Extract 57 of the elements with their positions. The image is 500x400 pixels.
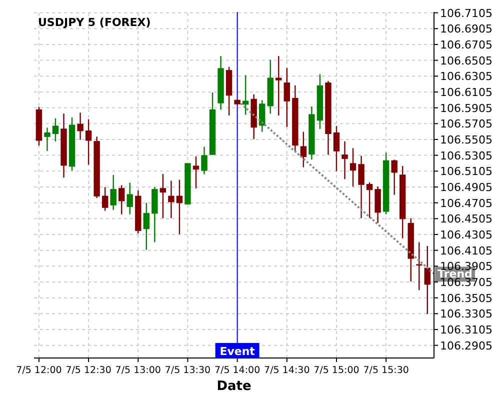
y-tick-label: 106.4105	[440, 244, 492, 258]
y-tick-label: 106.5305	[440, 149, 492, 162]
candlestick	[201, 146, 208, 175]
x-tick-label: 7/5 12:00	[16, 365, 62, 376]
candlestick	[374, 186, 381, 224]
y-tick-label: 106.5505	[440, 133, 492, 146]
y-tick-label: 106.3105	[440, 323, 492, 336]
candlestick	[259, 100, 266, 132]
x-tick-label: 7/5 15:00	[314, 365, 360, 376]
y-tick-label: 106.7105	[440, 6, 492, 20]
candlestick	[102, 186, 108, 212]
candlestick	[391, 159, 398, 196]
y-tick-label: 106.2905	[440, 339, 492, 352]
candlestick	[284, 67, 290, 128]
y-tick-label: 106.5705	[440, 118, 492, 131]
y-tick-label: 106.5105	[440, 165, 492, 178]
candlestick	[118, 184, 125, 215]
candlestick	[276, 55, 282, 116]
candlestick	[85, 118, 92, 166]
candlestick	[424, 245, 430, 315]
candlestick	[300, 131, 307, 168]
candlestick	[192, 156, 200, 190]
candlestick	[52, 118, 59, 142]
y-tick-label: 106.6305	[440, 70, 492, 84]
y-tick-label: 106.4305	[440, 228, 492, 242]
x-tick-label: 7/5 13:30	[164, 365, 211, 376]
y-tick-label: 106.3505	[440, 292, 492, 305]
y-tick-label: 106.4705	[440, 196, 492, 210]
x-tick-label: 7/5 14:00	[214, 365, 260, 376]
candlestick	[126, 182, 133, 215]
y-tick-label: 106.4505	[440, 212, 492, 226]
candlestick	[110, 174, 116, 210]
candlestick	[168, 180, 174, 219]
candlestick	[342, 140, 348, 180]
x-tick-label: 7/5 12:30	[66, 365, 112, 376]
x-tick-label: 7/5 14:30	[264, 365, 310, 376]
y-tick-label: 106.6705	[440, 38, 492, 52]
y-tick-label: 106.6105	[440, 86, 492, 99]
y-tick-label: 106.3305	[440, 308, 492, 321]
candlestick	[350, 148, 356, 188]
y-tick-label: 106.6505	[440, 54, 492, 68]
candlestick	[358, 155, 364, 219]
chart-title: USDJPY 5 (FOREX)	[38, 16, 151, 29]
x-tick-label: 7/5 15:30	[363, 365, 409, 376]
y-tick-label: 106.4905	[440, 180, 492, 194]
candlestick	[366, 182, 373, 219]
x-tick-label: 7/5 13:00	[115, 365, 161, 376]
y-tick-label: 106.5905	[440, 102, 492, 115]
x-axis-title: Date	[216, 379, 252, 394]
y-tick-label: 106.6905	[440, 22, 492, 36]
candlestick	[176, 179, 183, 235]
candlestick	[44, 126, 50, 152]
candlestick	[160, 173, 166, 219]
candlestick	[77, 112, 84, 140]
ref-line-label: Event	[220, 345, 255, 358]
candlestick	[333, 125, 340, 172]
candlestick	[143, 202, 150, 250]
